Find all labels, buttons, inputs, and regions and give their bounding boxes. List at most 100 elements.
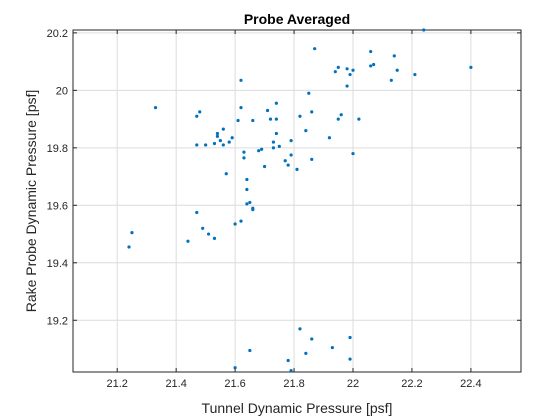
data-points	[127, 28, 473, 373]
data-point	[274, 117, 278, 121]
x-tick-label: 22.2	[401, 378, 422, 390]
data-point	[221, 127, 225, 131]
data-point	[262, 164, 267, 169]
data-point	[289, 368, 293, 373]
data-point	[313, 47, 317, 51]
data-point	[242, 150, 246, 154]
x-tick-label: 21.2	[106, 378, 127, 390]
data-point	[310, 110, 314, 114]
data-point	[336, 117, 340, 121]
data-point	[212, 141, 217, 146]
data-point	[260, 147, 264, 151]
data-point	[345, 67, 349, 71]
data-point	[271, 146, 276, 150]
data-point	[251, 206, 255, 210]
x-tick-label: 21.6	[224, 378, 245, 390]
data-point	[236, 118, 240, 123]
data-point	[239, 78, 243, 82]
data-point	[257, 149, 261, 153]
y-tick-label: 19.8	[47, 143, 68, 155]
data-point	[127, 245, 131, 249]
data-point	[395, 68, 399, 72]
chart-title: Probe Averaged	[244, 11, 350, 27]
data-point	[289, 153, 293, 157]
data-point	[195, 143, 199, 147]
data-point	[310, 157, 314, 161]
data-point	[469, 65, 473, 69]
y-tick-label: 20.2	[47, 28, 68, 40]
data-point	[351, 68, 355, 72]
data-point	[204, 143, 208, 147]
y-tick-label: 19.4	[47, 258, 68, 270]
data-point	[369, 64, 373, 68]
axis-ticks: 21.2 21.4 21.6 21.8 22 22.2 22.4 19.2 19.4 19.6 19…	[47, 28, 521, 390]
data-point	[245, 177, 249, 182]
data-point	[206, 232, 211, 236]
data-point	[233, 366, 237, 370]
y-axis-title: Rake Probe Dynamic Pressure [psf]	[23, 90, 39, 313]
data-point	[233, 222, 237, 226]
data-point	[333, 70, 337, 74]
data-point	[330, 345, 334, 350]
data-point	[413, 72, 417, 77]
data-point	[298, 114, 302, 118]
data-point	[369, 49, 373, 54]
data-point	[221, 143, 225, 147]
plot-area	[73, 30, 521, 372]
x-tick-label: 21.8	[283, 378, 304, 390]
data-point	[130, 231, 134, 235]
data-point	[348, 357, 352, 361]
data-point	[286, 163, 290, 167]
data-point	[212, 236, 217, 240]
data-point	[304, 351, 308, 355]
data-point	[245, 187, 249, 192]
data-point	[307, 91, 311, 95]
data-point	[274, 101, 278, 105]
data-point	[295, 167, 299, 171]
data-point	[153, 105, 158, 110]
data-point	[289, 139, 293, 143]
data-point	[336, 65, 340, 69]
x-tick-label: 22	[347, 378, 359, 390]
data-point	[422, 28, 426, 32]
x-tick-label: 22.4	[460, 378, 481, 390]
data-point	[310, 337, 314, 341]
data-point	[348, 335, 352, 340]
data-point	[357, 117, 361, 121]
data-point	[245, 202, 249, 206]
data-point	[201, 226, 205, 230]
data-point	[218, 139, 222, 143]
data-point	[392, 54, 396, 58]
data-point	[271, 140, 276, 144]
data-point	[348, 72, 352, 77]
grid-lines	[73, 30, 521, 372]
data-point	[195, 210, 199, 215]
data-point	[327, 136, 332, 140]
data-point	[248, 200, 252, 205]
data-point	[277, 144, 281, 148]
data-point	[215, 131, 220, 136]
data-point	[345, 84, 349, 88]
data-point	[248, 348, 252, 353]
data-point	[230, 136, 234, 140]
data-point	[268, 117, 273, 121]
y-tick-label: 20	[56, 85, 68, 97]
data-point	[372, 62, 376, 67]
data-point	[215, 134, 220, 138]
data-point	[195, 114, 199, 118]
axes-frame	[72, 29, 522, 373]
data-point	[274, 131, 278, 136]
data-point	[389, 78, 393, 82]
data-point	[239, 105, 243, 110]
data-point	[198, 110, 202, 114]
y-tick-label: 19.2	[47, 315, 68, 327]
data-point	[224, 172, 228, 176]
data-point	[283, 159, 287, 163]
x-tick-label: 21.4	[165, 378, 186, 390]
data-point	[227, 140, 231, 144]
data-point	[186, 239, 190, 243]
data-point	[239, 219, 243, 223]
x-axis-title: Tunnel Dynamic Pressure [psf]	[202, 400, 393, 416]
